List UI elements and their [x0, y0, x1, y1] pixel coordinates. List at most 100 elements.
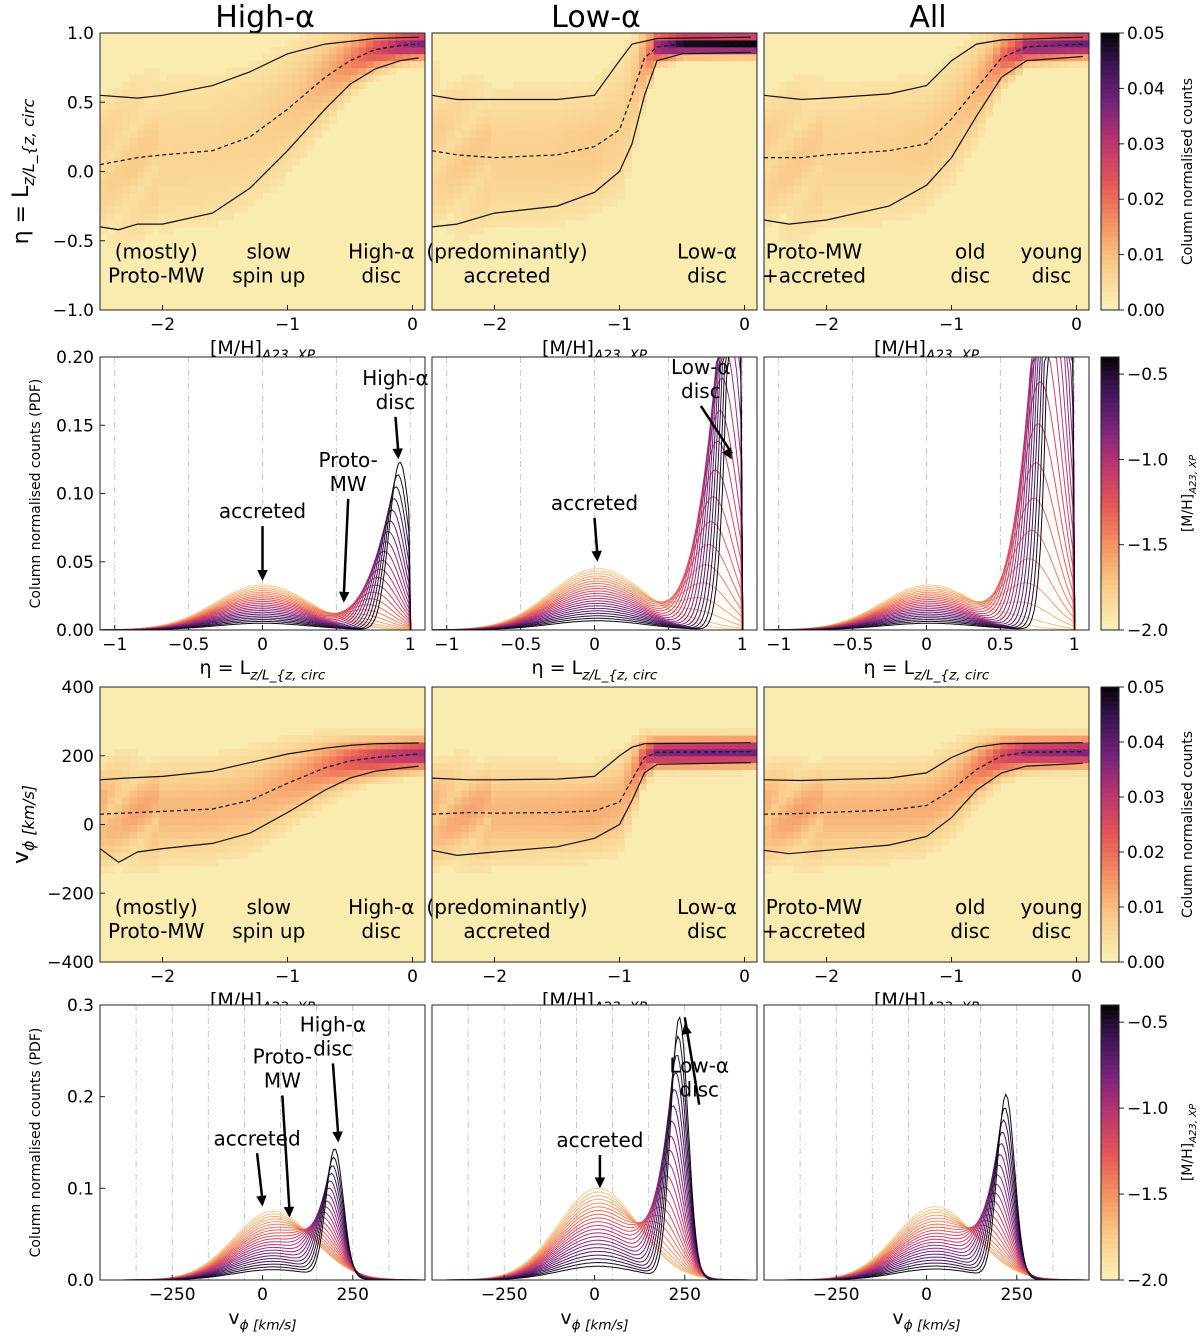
- annotation: (mostly)Proto-MW: [108, 895, 205, 943]
- y-tick-label: −400: [47, 953, 94, 973]
- annotation-label: disc: [687, 263, 727, 287]
- column-title-all: All: [909, 0, 947, 35]
- panel-row3-all: −2−10[M/H]A23, XPProto-MW+accretedolddis…: [762, 686, 1090, 1015]
- y-axis-label-row1: η = Lz/L_{z, circ: [9, 98, 39, 244]
- colorbar-frame: [1100, 1004, 1120, 1281]
- colorbar-tick-label: 0.05: [1127, 24, 1165, 44]
- x-tick-label: 0: [1071, 315, 1082, 335]
- colorbar-tick-label: 0.04: [1127, 79, 1165, 99]
- heatmap-cells: [100, 728, 426, 874]
- colorbar-tick-label: −0.5: [1127, 1013, 1168, 1033]
- x-tick-label: 0: [1071, 967, 1082, 987]
- annotation-label: Low-α: [671, 355, 731, 379]
- upper-percentile-line: [99, 36, 419, 99]
- annotation-arrow: [281, 1095, 291, 1212]
- colorbar-row4: −2.0 −1.5 −1.0 −0.5 [M/H]A23, XP: [1100, 1004, 1199, 1291]
- x-tick-label: 0: [407, 967, 418, 987]
- x-tick-label: −1: [939, 967, 964, 987]
- x-tick-label: 0: [407, 315, 418, 335]
- pdf-curves: [431, 356, 757, 631]
- annotation-arrow: [342, 498, 350, 597]
- annotation-label: spin up: [232, 919, 305, 943]
- y-tick-label: 0.2: [67, 1088, 94, 1108]
- x-axis-label: η = Lz/L_{z, circ: [532, 657, 658, 683]
- annotation: (mostly)Proto-MW: [108, 239, 205, 287]
- arrow-head: [721, 447, 732, 460]
- x-tick-label: 0.5: [323, 635, 350, 655]
- y-axis-label: Column normalised counts (PDF): [28, 379, 44, 609]
- x-tick-label: −1: [275, 315, 300, 335]
- y-axis-label: η = Lz/L_{z, circ: [9, 98, 39, 244]
- x-axis-label: η = Lz/L_{z, circ: [864, 657, 990, 683]
- panel-row1-low: −2 −1 0[M/H]A23, XP(predominantly)accreted…: [426, 32, 758, 363]
- axes-frame: [431, 32, 758, 311]
- annotation-label: old: [955, 895, 986, 919]
- colorbar-tick-label: 0.01: [1127, 898, 1165, 918]
- y-tick-label: −200: [47, 884, 94, 904]
- lower-percentile-line: [431, 762, 751, 857]
- x-tick-label: 1: [737, 635, 748, 655]
- x-tick-label: −2: [814, 315, 839, 335]
- annotation: Proto-MW: [318, 448, 378, 603]
- x-tick-label: −2: [150, 967, 175, 987]
- x-tick-label: −1: [275, 967, 300, 987]
- annotation-label: disc: [950, 919, 990, 943]
- x-tick-label: 0: [257, 1285, 268, 1305]
- y-tick-label: 0.0: [67, 1271, 94, 1291]
- y-tick-label: 200: [62, 747, 94, 767]
- x-tick-label: 0: [921, 635, 932, 655]
- arrow-head: [338, 591, 350, 603]
- x-tick-label: 0: [921, 1285, 932, 1305]
- annotation-label: slow: [246, 895, 291, 919]
- annotation: accreted: [551, 491, 638, 562]
- x-tick-label: −1: [434, 635, 459, 655]
- axes-frame: [763, 686, 1090, 963]
- y-tick-label: 0.5: [67, 93, 94, 113]
- arrow-head: [283, 1206, 295, 1218]
- x-tick-label: 0: [589, 635, 600, 655]
- annotation-label: Proto-MW: [766, 239, 863, 263]
- x-tick-label: 1: [405, 635, 416, 655]
- upper-percentile-line: [99, 742, 419, 781]
- annotation-label: spin up: [232, 263, 305, 287]
- x-tick-label: 0: [739, 967, 750, 987]
- annotation-arrow: [593, 517, 599, 556]
- annotation-arrow: [394, 416, 400, 454]
- colorbar-tick-label: 0.00: [1127, 953, 1165, 973]
- x-axis-label: vϕ [km/s]: [228, 1307, 296, 1333]
- x-tick-label: −1: [607, 967, 632, 987]
- annotation-label: disc: [361, 263, 401, 287]
- annotation: (predominantly)accreted: [426, 239, 587, 287]
- plot-background: [432, 1005, 757, 1280]
- colorbar-row1: 0.00 0.01 0.02 0.03 0.04 0.05 Column normalise…: [1100, 24, 1196, 321]
- x-tick-label: −250: [149, 1285, 196, 1305]
- x-tick-label: −1: [939, 315, 964, 335]
- colorbar-tick-label: −1.0: [1127, 1099, 1168, 1119]
- x-tick-label: 0: [589, 1285, 600, 1305]
- median-line: [764, 43, 1083, 159]
- annotation-label: Low-α: [677, 895, 737, 919]
- upper-percentile-line: [431, 36, 751, 101]
- heatmap-cells: [100, 33, 426, 249]
- annotation-label: Proto-: [318, 448, 377, 472]
- annotation-arrow: [331, 1063, 340, 1137]
- annotation: Proto-MW+accreted: [762, 895, 866, 943]
- colorbar-tick-label: 0.03: [1127, 135, 1165, 155]
- annotation-label: MW: [264, 1069, 301, 1093]
- arrow-head: [332, 1131, 343, 1143]
- annotation-label: High-α: [348, 239, 414, 263]
- panel-row1-high: −2 −1 0−1.0−0.50.00.51.0[M/H]A23, XP(mostl…: [53, 24, 426, 363]
- annotation-label: young: [1020, 895, 1082, 919]
- x-tick-label: −2: [814, 967, 839, 987]
- x-tick-label: −2: [482, 967, 507, 987]
- colorbar-tick-label: 0.00: [1127, 301, 1165, 321]
- x-tick-label: −2: [150, 315, 175, 335]
- upper-percentile-line: [763, 742, 1083, 782]
